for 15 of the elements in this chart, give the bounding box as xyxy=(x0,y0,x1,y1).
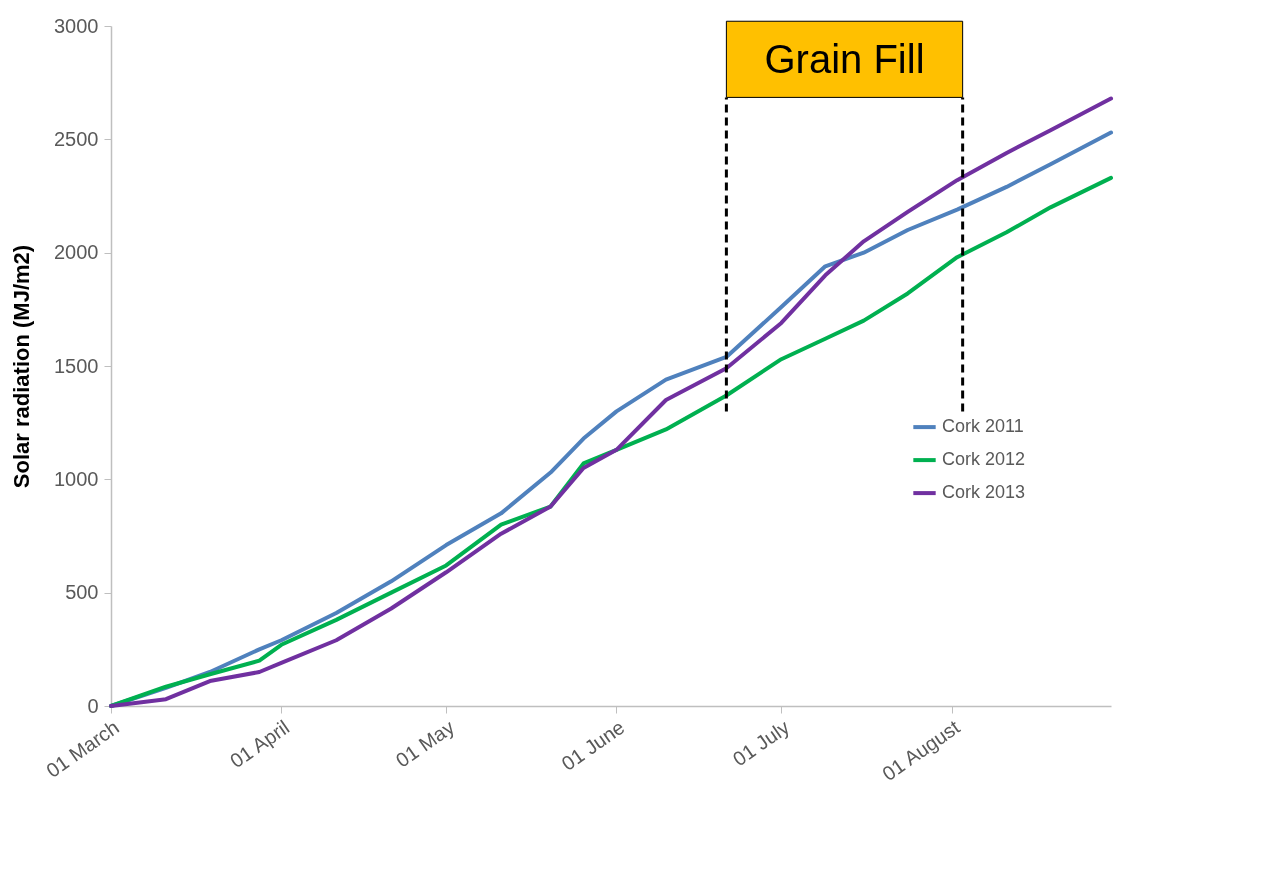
x-tick-label: 01 May xyxy=(391,715,459,772)
y-tick-label: 1000 xyxy=(54,467,99,490)
y-tick-label: 3000 xyxy=(54,14,99,37)
legend-label: Cork 2013 xyxy=(942,482,1026,503)
x-tick-label: 01 June xyxy=(557,715,629,775)
band-label: Grain Fill xyxy=(764,37,925,82)
x-tick-label: 01 July xyxy=(728,715,794,771)
y-axis-title: Solar radiation (MJ/m2) xyxy=(9,244,35,489)
y-tick-label: 0 xyxy=(87,694,99,717)
legend-label: Cork 2012 xyxy=(942,449,1026,470)
y-tick-label: 500 xyxy=(65,581,99,604)
legend-label: Cork 2011 xyxy=(942,416,1024,437)
y-tick-label: 2500 xyxy=(54,127,99,150)
y-tick-label: 2000 xyxy=(54,241,99,264)
y-tick-label: 1500 xyxy=(54,354,99,377)
